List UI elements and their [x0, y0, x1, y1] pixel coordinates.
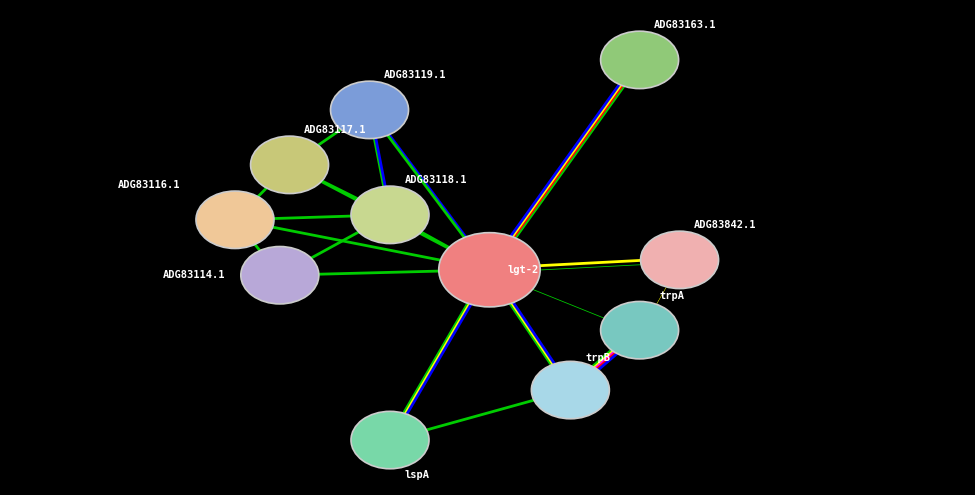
Ellipse shape	[601, 31, 679, 89]
Ellipse shape	[641, 231, 719, 289]
Text: trpA: trpA	[659, 291, 684, 300]
Text: ADG83116.1: ADG83116.1	[118, 180, 180, 190]
Ellipse shape	[196, 191, 274, 248]
Text: lgt-2: lgt-2	[507, 265, 538, 275]
Ellipse shape	[531, 361, 609, 419]
Ellipse shape	[439, 233, 540, 307]
Ellipse shape	[241, 247, 319, 304]
Ellipse shape	[331, 81, 409, 139]
Text: ADG83842.1: ADG83842.1	[694, 220, 757, 230]
Text: trpB: trpB	[585, 353, 610, 363]
Text: ADG83118.1: ADG83118.1	[405, 175, 467, 185]
Text: ADG83117.1: ADG83117.1	[304, 125, 367, 135]
Text: ADG83119.1: ADG83119.1	[384, 70, 447, 80]
Text: lspA: lspA	[405, 470, 430, 480]
Text: ADG83163.1: ADG83163.1	[654, 20, 717, 30]
Ellipse shape	[601, 301, 679, 359]
Ellipse shape	[351, 411, 429, 469]
Ellipse shape	[351, 186, 429, 244]
Text: ADG83114.1: ADG83114.1	[163, 270, 225, 280]
Ellipse shape	[251, 136, 329, 194]
